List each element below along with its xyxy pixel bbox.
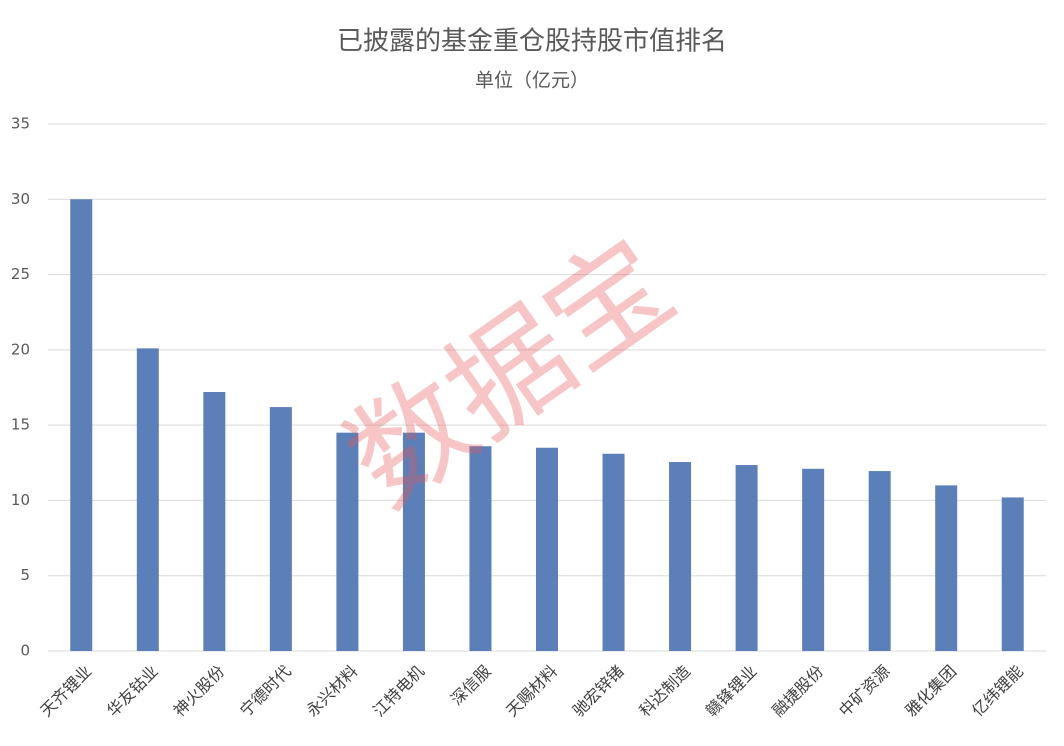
x-tick-label: 天齐锂业	[37, 662, 96, 721]
bar	[868, 471, 891, 651]
x-tick-label: 融捷股份	[768, 662, 827, 721]
chart-title: 已披露的基金重仓股持股市值排名	[337, 27, 727, 57]
watermark: 数据宝	[323, 213, 698, 533]
bar	[735, 465, 758, 651]
x-tick-label: 科达制造	[635, 662, 694, 721]
x-tick-label: 天赐材料	[502, 662, 561, 721]
bar	[136, 348, 159, 651]
bar	[402, 432, 425, 651]
y-tick-label: 10	[11, 491, 30, 509]
bar	[536, 447, 558, 651]
bar	[336, 432, 359, 651]
bar	[802, 468, 825, 651]
x-tick-label: 雅化集团	[902, 662, 961, 721]
x-tick-label: 赣锋锂业	[702, 662, 761, 721]
x-tick-label: 永兴材料	[303, 662, 362, 721]
x-tick-label: 神火股份	[170, 662, 229, 721]
y-tick-label: 25	[11, 265, 30, 283]
y-tick-label: 30	[11, 190, 30, 208]
bar	[935, 485, 958, 651]
x-tick-label: 中矿资源	[835, 662, 894, 721]
y-tick-label: 5	[20, 566, 30, 584]
y-tick-label: 35	[11, 115, 30, 133]
x-tick-label: 宁德时代	[236, 662, 295, 721]
y-tick-label: 15	[11, 416, 30, 434]
bar	[602, 453, 625, 651]
chart-subtitle: 单位（亿元）	[475, 70, 589, 92]
x-tick-label: 驰宏锌锗	[569, 662, 628, 721]
bar	[203, 392, 226, 651]
y-tick-label: 20	[11, 340, 30, 358]
bar	[269, 407, 292, 651]
x-tick-label: 华友钴业	[103, 662, 162, 721]
x-tick-label: 江特电机	[369, 662, 428, 721]
bar	[1001, 497, 1024, 651]
x-tick-label: 亿纬锂能	[968, 662, 1027, 721]
y-tick-label: 0	[20, 642, 30, 660]
bar	[70, 199, 93, 652]
bar	[669, 462, 692, 651]
x-tick-label: 深信服	[447, 662, 494, 709]
bar	[469, 446, 492, 651]
